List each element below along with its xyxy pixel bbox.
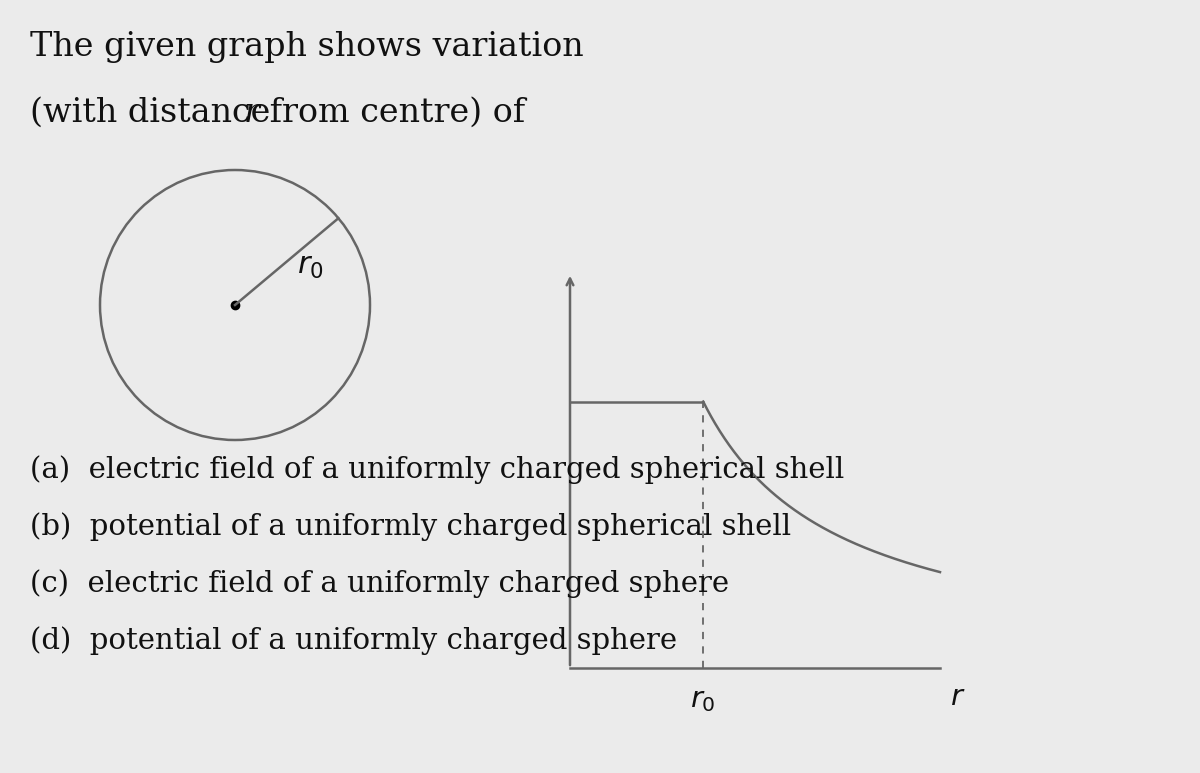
Text: The given graph shows variation: The given graph shows variation xyxy=(30,31,583,63)
Text: (d)  potential of a uniformly charged sphere: (d) potential of a uniformly charged sph… xyxy=(30,626,677,655)
Text: from centre) of: from centre) of xyxy=(259,97,526,128)
Text: (b)  potential of a uniformly charged spherical shell: (b) potential of a uniformly charged sph… xyxy=(30,512,791,541)
Text: (c)  electric field of a uniformly charged sphere: (c) electric field of a uniformly charge… xyxy=(30,569,730,598)
Text: $r_0$: $r_0$ xyxy=(296,250,323,281)
Text: $r_0$: $r_0$ xyxy=(690,686,716,714)
Text: $r$: $r$ xyxy=(950,683,966,711)
Text: (with distance: (with distance xyxy=(30,97,281,128)
Text: r: r xyxy=(244,97,259,128)
Text: (a)  electric field of a uniformly charged spherical shell: (a) electric field of a uniformly charge… xyxy=(30,455,845,484)
